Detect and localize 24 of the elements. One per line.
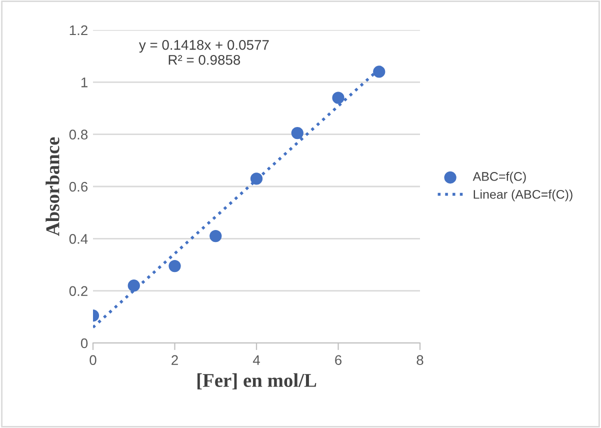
y-tick-label: 0 [80, 338, 88, 348]
point [291, 126, 304, 140]
y-axis-title: Absorbance [46, 137, 60, 236]
y-tick-label: 1.2 [70, 25, 88, 36]
point [373, 66, 386, 78]
annotation: y = 0.1418x + 0.0577 R² = 0.9858 [138, 40, 269, 65]
x-tick-label: 0 [90, 355, 96, 366]
x-tick-label: 2 [172, 355, 178, 365]
point [332, 92, 344, 104]
point [250, 172, 263, 185]
point [128, 280, 140, 292]
x-tick-label: 4 [252, 355, 260, 365]
legend-label: Linear (ABC=f(C)) [474, 190, 572, 202]
y-tick-label: 0.4 [69, 234, 88, 244]
y-tick-label: 0.8 [69, 130, 88, 140]
legend-label: ABC=f(C) [472, 172, 526, 184]
x-axis-title: [Fer] en mol/L [197, 373, 316, 390]
y-tick-label: 0.2 [69, 286, 88, 296]
x-tick-label: 8 [416, 355, 424, 366]
y-tick-label: 0.6 [69, 182, 88, 192]
point [168, 260, 181, 272]
x-tick-label: 6 [335, 355, 342, 366]
point [210, 230, 222, 242]
y-tick-label: 1 [81, 78, 88, 88]
